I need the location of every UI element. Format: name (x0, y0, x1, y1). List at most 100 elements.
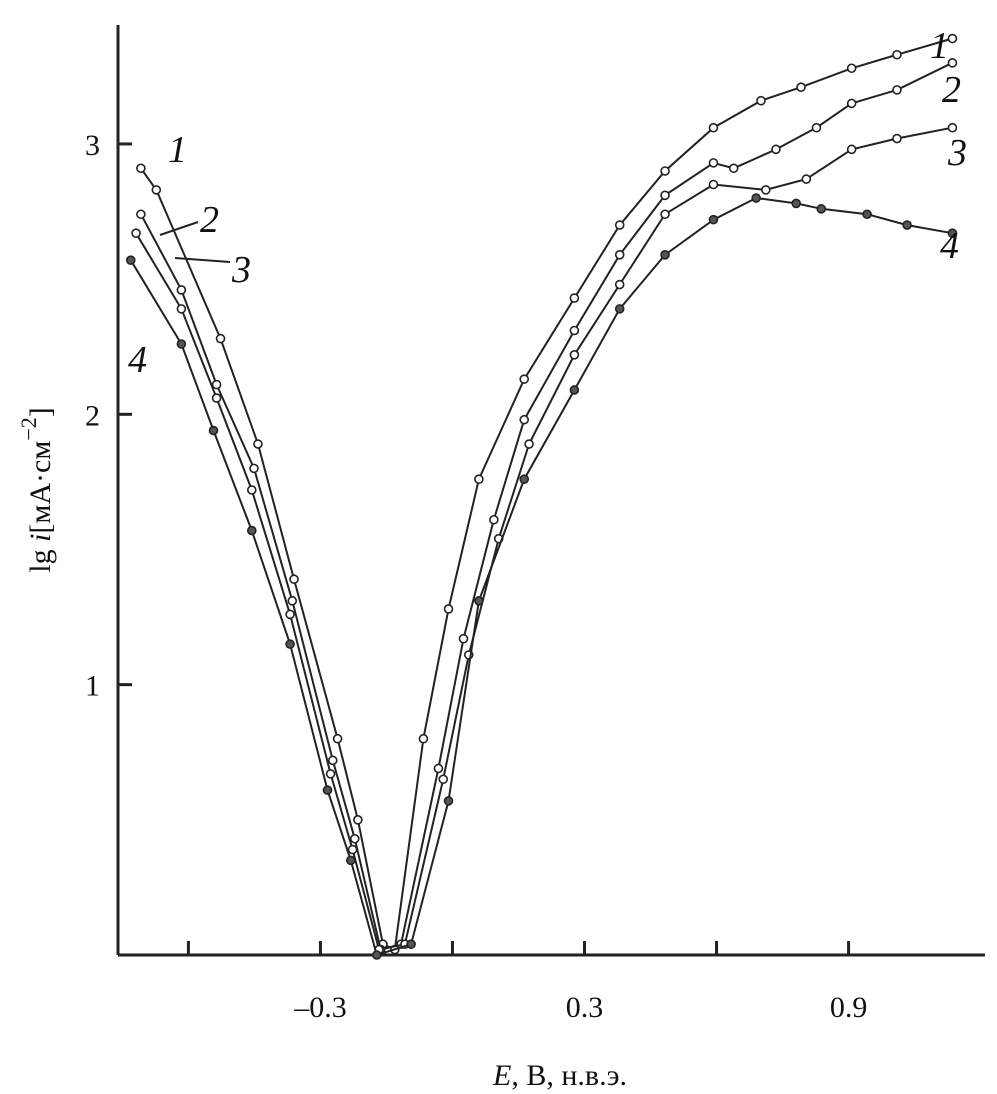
data-point (614, 304, 625, 314)
data-point (751, 193, 761, 203)
data-point (811, 122, 822, 133)
data-point (131, 228, 141, 238)
data-point (458, 633, 469, 644)
data-point (443, 796, 454, 806)
data-point (569, 385, 580, 395)
data-point (322, 785, 333, 795)
data-point (708, 214, 719, 225)
data-point (332, 733, 343, 744)
data-point (176, 304, 187, 314)
data-point (346, 855, 356, 866)
data-point (801, 174, 812, 184)
data-point (816, 204, 827, 214)
curve-label-left-3: 3 (231, 249, 251, 291)
data-point (474, 596, 484, 606)
curve-label-right-2: 2 (942, 69, 961, 111)
data-point (249, 463, 259, 474)
x-tick-label: –0.3 (293, 991, 347, 1024)
data-point (136, 163, 146, 174)
data-point (947, 33, 958, 44)
data-point (443, 604, 454, 614)
data-point (947, 58, 958, 68)
series-line (140, 37, 953, 952)
x-tick-label: 0.3 (566, 991, 604, 1024)
data-point (176, 339, 187, 349)
data-point (151, 185, 162, 195)
data-point (892, 133, 902, 144)
data-point (519, 414, 530, 425)
data-point (862, 209, 872, 220)
data-point (614, 220, 625, 230)
curve-label-left-2: 2 (200, 199, 219, 241)
data-point (947, 228, 958, 238)
x-axis-label: E, В, н.в.э. (492, 1059, 627, 1092)
data-point (728, 163, 739, 174)
data-point (125, 255, 136, 266)
data-point (892, 85, 902, 95)
data-point (569, 350, 580, 360)
data-point (285, 609, 295, 620)
y-tick-label: 1 (85, 670, 100, 703)
data-point (947, 122, 958, 133)
y-tick-label: 3 (85, 129, 100, 162)
data-point (892, 49, 902, 60)
series-1 (136, 33, 958, 955)
data-point (569, 293, 580, 303)
data-point (176, 285, 187, 295)
series-group (125, 33, 958, 960)
data-point (771, 144, 781, 155)
data-point (246, 485, 257, 495)
data-point (474, 474, 484, 484)
data-point (519, 474, 530, 484)
data-point (211, 379, 222, 390)
curve-label-right-4: 4 (940, 225, 959, 267)
data-point (327, 755, 338, 766)
data-point (208, 425, 219, 436)
data-point (287, 596, 298, 606)
data-point (660, 249, 670, 260)
data-point (902, 220, 912, 230)
data-point (846, 98, 857, 109)
data-point (708, 158, 719, 168)
data-point (253, 439, 263, 449)
data-point (569, 325, 580, 336)
series-line (129, 196, 953, 957)
y-tick-label: 2 (85, 399, 100, 432)
data-point (524, 439, 534, 449)
data-point (846, 144, 857, 155)
data-point (353, 815, 363, 825)
data-point (846, 63, 857, 74)
series-line (135, 126, 953, 951)
data-point (136, 209, 146, 220)
data-point (418, 733, 429, 744)
label-leader-line (159, 221, 199, 236)
series-2 (136, 58, 958, 955)
y-axis-label: lg i[мА·см−2] (16, 407, 57, 573)
data-point (519, 374, 530, 384)
data-point (285, 639, 295, 649)
data-point (614, 279, 625, 290)
data-point (433, 763, 444, 774)
label-leader-line (174, 257, 231, 263)
data-point (761, 185, 771, 195)
data-point (289, 574, 299, 585)
data-point (438, 774, 449, 785)
curve-label-left-1: 1 (168, 129, 187, 171)
data-point (660, 166, 670, 176)
curve-label-right-1: 1 (930, 25, 949, 67)
data-point (215, 333, 226, 344)
data-point (614, 249, 625, 260)
series-4 (125, 193, 958, 960)
data-point (325, 769, 336, 779)
data-point (349, 833, 360, 844)
data-point (246, 525, 257, 536)
data-point (660, 190, 670, 201)
data-point (660, 209, 670, 220)
data-point (791, 198, 801, 209)
data-point (211, 393, 222, 403)
data-point (347, 844, 358, 855)
data-point (371, 950, 382, 960)
